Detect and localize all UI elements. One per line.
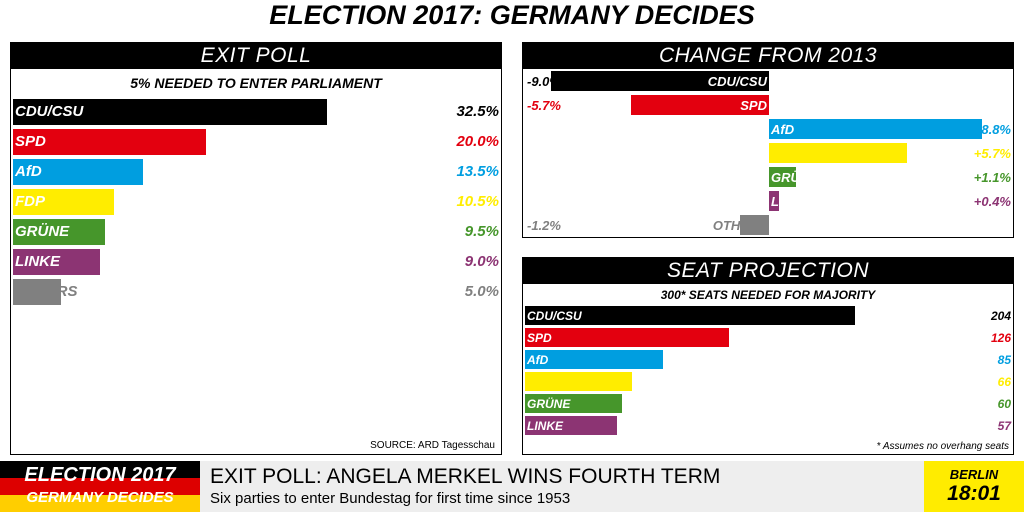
- exit-value-fdp: 10.5%: [456, 193, 499, 210]
- exit-label-cdu-csu: CDU/CSU: [15, 103, 84, 120]
- seat-bar-fdp: [525, 372, 632, 391]
- exit-label-gruene: GRÜNE: [15, 223, 70, 240]
- exit-label-linke: LINKE: [15, 253, 60, 270]
- exit-bar-spd: [13, 129, 207, 155]
- seat-bar-afd: [525, 350, 663, 369]
- change-value-cdu-csu: -9.0%: [527, 74, 561, 89]
- exit-bar-gruene: [13, 219, 105, 245]
- exit-poll-header: EXIT POLL: [11, 43, 501, 69]
- change-label-cdu-csu: CDU/CSU: [707, 74, 767, 89]
- ticker-subline: Six parties to enter Bundestag for first…: [210, 490, 571, 507]
- ticker-headline: EXIT POLL: ANGELA MERKEL WINS FOURTH TER…: [210, 465, 721, 488]
- ticker-brand-subtitle: GERMANY DECIDES: [26, 489, 174, 506]
- exit-value-afd: 13.5%: [456, 163, 499, 180]
- seat-bar-gruene: [525, 394, 623, 413]
- seat-projection-header: SEAT PROJECTION: [523, 258, 1013, 284]
- seat-value-fdp: 66: [997, 375, 1011, 389]
- seat-projection-panel: SEAT PROJECTION 300* SEATS NEEDED FOR MA…: [522, 257, 1014, 455]
- exit-bar-linke: [13, 249, 100, 275]
- seat-label-afd: AfD: [527, 353, 549, 367]
- exit-label-spd: SPD: [15, 133, 46, 150]
- ticker-time: 18:01: [947, 482, 1001, 505]
- seat-bar-linke: [525, 416, 618, 435]
- change-value-gruene: +1.1%: [973, 170, 1011, 185]
- main-title: ELECTION 2017: GERMANY DECIDES: [269, 0, 755, 30]
- change-label-linke: LINKE: [771, 194, 810, 209]
- change-panel: CHANGE FROM 2013 CDU/CSU -9.0% SPD -5.7% AfD…: [522, 42, 1014, 238]
- seat-value-cdu-csu: 204: [990, 309, 1011, 323]
- change-value-afd: +8.8%: [973, 122, 1011, 137]
- ticker-city: BERLIN: [949, 467, 999, 482]
- seat-label-gruene: GRÜNE: [527, 397, 571, 411]
- seat-label-cdu-csu: CDU/CSU: [527, 309, 582, 323]
- change-bar-afd: [769, 119, 983, 139]
- change-bar-cdu-csu: [551, 71, 769, 91]
- exit-poll-subtitle: 5% NEEDED TO ENTER PARLIAMENT: [130, 75, 382, 91]
- change-bar-others: [739, 215, 769, 235]
- exit-value-gruene: 9.5%: [464, 223, 499, 240]
- change-value-fdp: +5.7%: [973, 146, 1011, 161]
- exit-label-afd: AfD: [15, 163, 42, 180]
- news-ticker: ELECTION 2017 GERMANY DECIDES EXIT POLL:…: [0, 461, 1024, 512]
- exit-value-linke: 9.0%: [464, 253, 499, 270]
- exit-value-others: 5.0%: [464, 283, 499, 300]
- change-label-others: OTHERS: [712, 218, 767, 233]
- change-value-linke: +0.4%: [973, 194, 1011, 209]
- exit-bar-afd: [13, 159, 144, 185]
- seat-bar-cdu-csu: [525, 306, 855, 325]
- exit-value-spd: 20.0%: [456, 133, 499, 150]
- seat-value-afd: 85: [997, 353, 1011, 367]
- exit-bar-cdu-csu: [13, 99, 327, 125]
- seat-projection-subtitle: 300* SEATS NEEDED FOR MAJORITY: [660, 288, 876, 302]
- seat-label-fdp: FDP: [527, 375, 551, 389]
- exit-poll-source: SOURCE: ARD Tagesschau: [370, 440, 495, 451]
- exit-label-others: OTHERS: [15, 283, 78, 300]
- change-bar-fdp: [769, 143, 908, 163]
- seat-label-linke: LINKE: [527, 419, 563, 433]
- seat-projection-note: * Assumes no overhang seats: [876, 441, 1009, 452]
- change-value-others: -1.2%: [527, 218, 561, 233]
- change-header: CHANGE FROM 2013: [523, 43, 1013, 69]
- exit-bar-others: [13, 279, 62, 305]
- ticker-brand-title: ELECTION 2017: [24, 464, 176, 486]
- change-bar-spd: [630, 95, 769, 115]
- change-bar-linke: [769, 191, 779, 211]
- change-label-gruene: GRÜNE: [771, 170, 818, 185]
- seat-value-gruene: 60: [997, 397, 1011, 411]
- seat-bar-spd: [525, 328, 729, 347]
- change-label-spd: SPD: [740, 98, 767, 113]
- ticker-clock: BERLIN 18:01: [924, 461, 1024, 512]
- exit-label-fdp: FDP: [15, 193, 45, 210]
- seat-value-linke: 57: [997, 419, 1011, 433]
- seat-label-spd: SPD: [527, 331, 552, 345]
- change-value-spd: -5.7%: [527, 98, 561, 113]
- seat-value-spd: 126: [990, 331, 1011, 345]
- change-label-afd: AfD: [771, 122, 795, 137]
- change-bar-gruene: [769, 167, 796, 187]
- exit-value-cdu-csu: 32.5%: [456, 103, 499, 120]
- ticker-brand: ELECTION 2017 GERMANY DECIDES: [0, 461, 200, 512]
- exit-bar-fdp: [13, 189, 115, 215]
- change-label-fdp: FDP: [771, 146, 797, 161]
- exit-poll-panel: EXIT POLL 5% NEEDED TO ENTER PARLIAMENT …: [10, 42, 502, 455]
